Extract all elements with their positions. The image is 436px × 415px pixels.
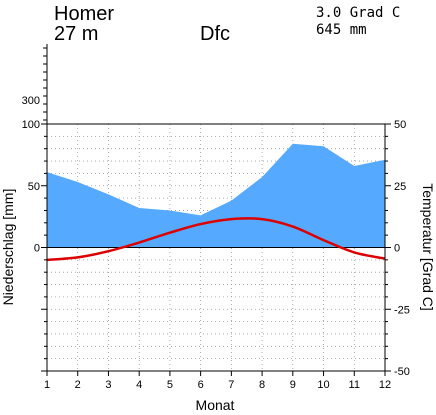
left-tick-label: 300 [22,95,40,107]
left-tick-label: 50 [28,181,40,193]
x-tick-label: 10 [317,379,329,391]
right-tick-label: 0 [394,243,400,255]
right-tick-label: 50 [394,119,406,131]
left-axis-title: Niederschlag [mm] [0,189,16,306]
mean-temperature: 3.0 Grad C [316,5,400,21]
x-tick-label: 12 [379,379,391,391]
right-tick-label: -50 [394,366,410,378]
x-tick-label: 8 [259,379,265,391]
x-tick-label: 9 [290,379,296,391]
left-tick-label: 100 [22,119,40,131]
x-tick-label: 3 [105,379,111,391]
x-tick-label: 6 [198,379,204,391]
x-tick-label: 7 [228,379,234,391]
left-tick-label: 0 [34,243,40,255]
right-axis-title: Temperatur [Grad C] [420,183,436,311]
right-tick-label: 25 [394,181,406,193]
climate-class: Dfc [200,23,230,45]
station-elevation: 27 m [54,23,98,45]
x-tick-label: 11 [349,379,360,391]
annual-precipitation: 645 mm [316,22,367,38]
precipitation-area [47,143,385,248]
x-tick-label: 1 [44,379,50,391]
x-tick-label: 2 [75,379,81,391]
x-tick-label: 5 [167,379,173,391]
x-axis-title: Monat [196,397,235,413]
station-name: Homer [54,3,114,25]
x-tick-label: 4 [136,379,142,391]
temperature-line [46,217,386,262]
right-tick-label: -25 [394,304,410,316]
